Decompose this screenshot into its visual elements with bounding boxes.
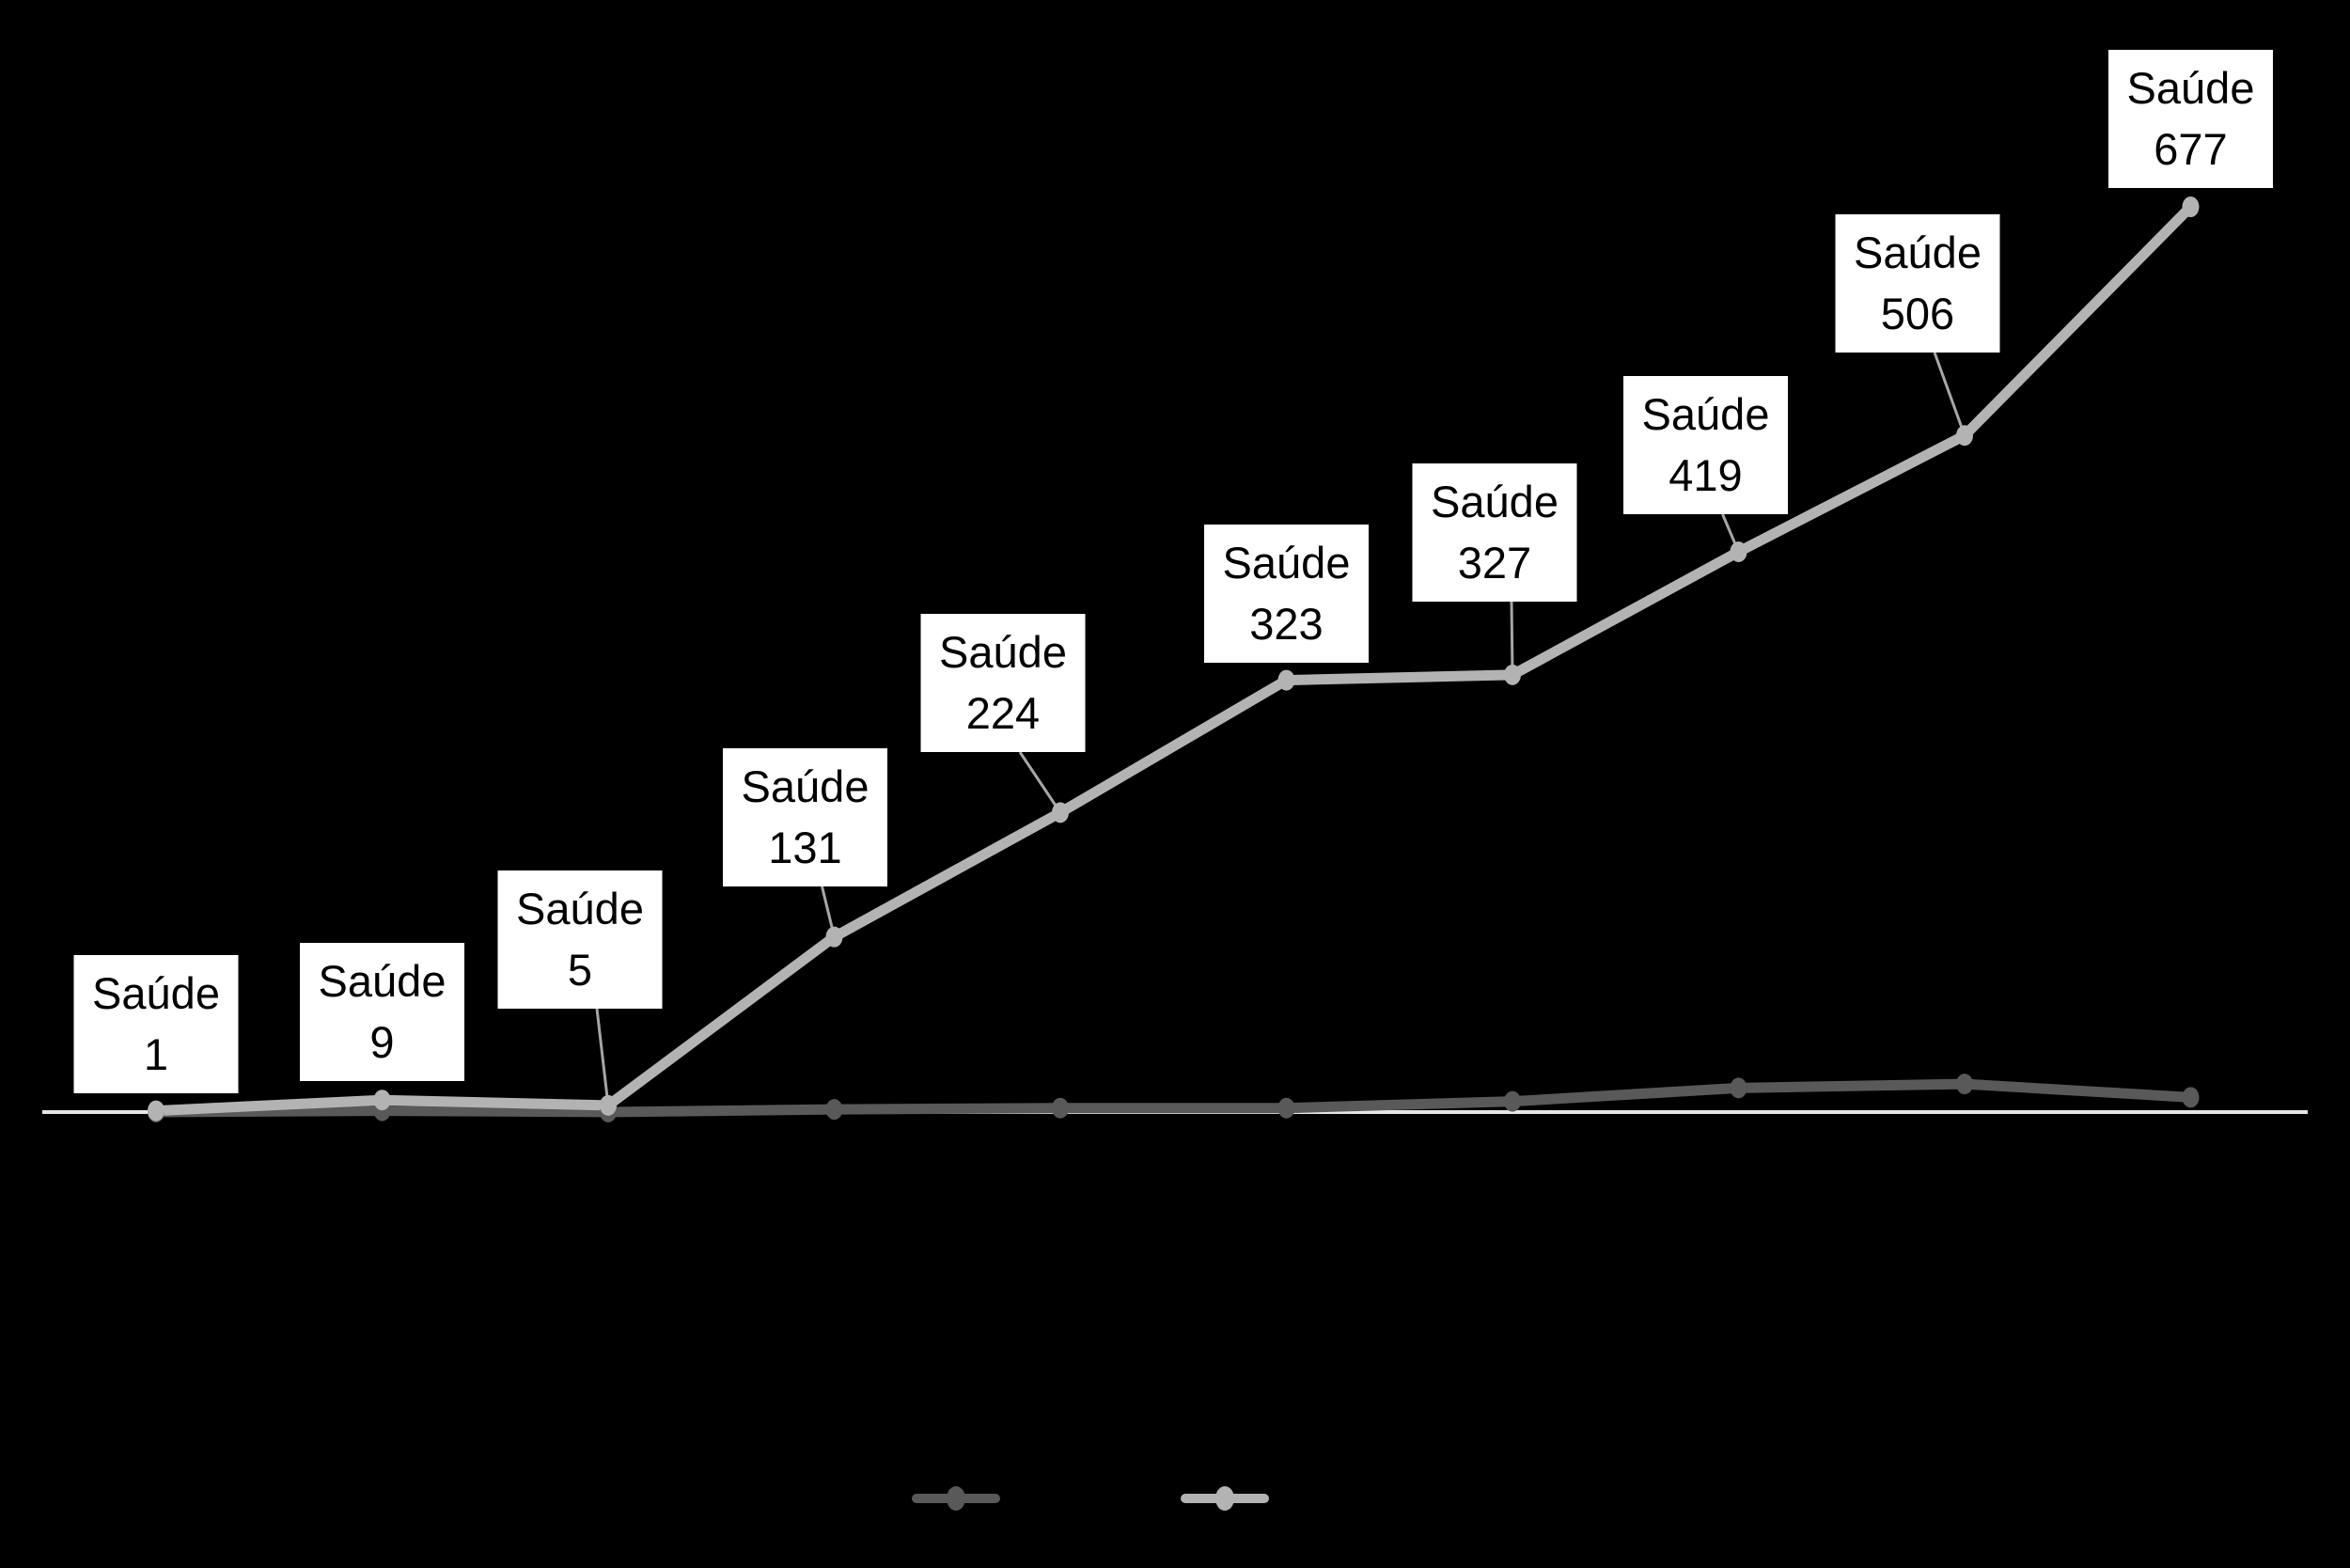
data-label-box-3 <box>497 870 663 1009</box>
data-label-value: 323 <box>1249 599 1323 649</box>
data-point-marker-dark-6 <box>1277 1097 1295 1119</box>
data-label-box-7 <box>1412 463 1577 602</box>
data-point-marker-dark-7 <box>1504 1090 1521 1112</box>
label-leader-line <box>595 1008 610 1106</box>
legend-key-marker-dark-series <box>947 1486 965 1511</box>
data-point-marker-saude-10 <box>2182 196 2200 218</box>
data-label-box-6 <box>1204 525 1369 663</box>
data-label-series-name: Saúde <box>2127 63 2255 113</box>
data-label-box-1 <box>73 955 239 1093</box>
label-leader-line <box>1018 751 1062 814</box>
data-label-value: 419 <box>1668 450 1742 500</box>
data-label-series-name: Saúde <box>742 761 870 811</box>
data-label-value: 327 <box>1458 538 1531 588</box>
data-point-marker-saude-1 <box>148 1100 164 1121</box>
data-label-value: 1 <box>144 1029 168 1079</box>
data-label-value: 5 <box>568 945 592 995</box>
data-point-marker-saude-4 <box>825 926 843 948</box>
data-label-value: 506 <box>1881 289 1954 338</box>
legend-key-marker-light-series <box>1215 1486 1234 1511</box>
data-label-box-10 <box>2108 50 2273 188</box>
data-label-box-8 <box>1623 376 1788 514</box>
series-line-saude <box>150 201 2196 1117</box>
data-label-value: 9 <box>369 1017 394 1067</box>
data-point-marker-saude-2 <box>373 1090 391 1111</box>
data-label-series-name: Saúde <box>516 884 644 933</box>
data-point-marker-saude-6 <box>1277 669 1295 691</box>
data-point-marker-saude-9 <box>1956 425 1973 447</box>
data-label-series-name: Saúde <box>92 968 220 1018</box>
data-label-series-name: Saúde <box>1854 227 1982 277</box>
data-label-series-name: Saúde <box>319 956 446 1006</box>
data-label-series-name: Saúde <box>1642 389 1770 439</box>
series-line-dark <box>150 1078 2196 1118</box>
data-point-marker-dark-9 <box>1956 1074 1973 1095</box>
data-label-value: 677 <box>2154 124 2227 174</box>
data-label-series-name: Saúde <box>1223 538 1351 588</box>
data-point-marker-dark-4 <box>825 1099 843 1121</box>
data-label-box-2 <box>300 943 464 1081</box>
data-label-box-5 <box>920 614 1086 752</box>
data-point-marker-saude-7 <box>1504 664 1521 685</box>
data-point-marker-dark-10 <box>2182 1087 2200 1108</box>
data-point-marker-saude-5 <box>1052 802 1069 823</box>
data-point-marker-dark-8 <box>1730 1077 1747 1099</box>
label-leader-line <box>1933 352 1966 436</box>
data-label-value: 131 <box>768 823 841 872</box>
data-label-series-name: Saúde <box>1431 477 1559 526</box>
data-point-marker-saude-8 <box>1730 541 1747 563</box>
data-label-box-9 <box>1835 214 2000 353</box>
data-label-value: 224 <box>966 688 1040 738</box>
data-label-box-4 <box>723 748 887 886</box>
data-point-marker-saude-3 <box>600 1094 617 1116</box>
data-point-marker-dark-5 <box>1052 1097 1069 1119</box>
data-label-series-name: Saúde <box>939 627 1067 677</box>
